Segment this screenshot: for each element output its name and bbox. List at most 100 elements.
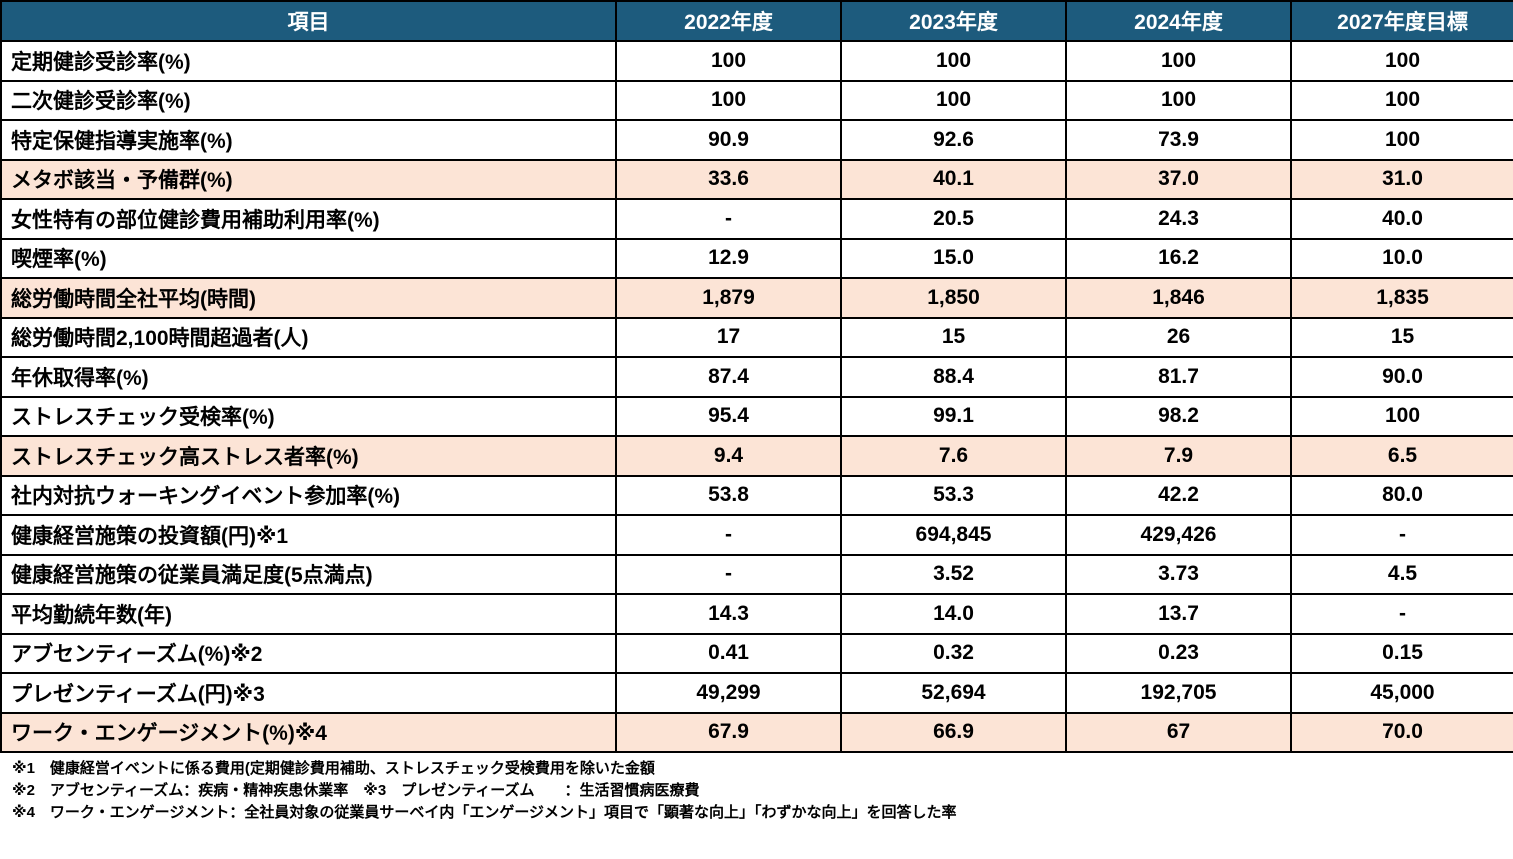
table-row: 健康経営施策の投資額(円)※1-694,845 429,426-: [0, 514, 1513, 556]
value-cell: 24.3: [1065, 198, 1292, 240]
value-cell: 31.0: [1290, 158, 1513, 200]
table-row: 年休取得率(%) 87.4 88.4 81.7 90.0: [0, 356, 1513, 398]
row-label-cell: ストレスチェック受検率(%): [0, 395, 617, 437]
value-cell: 3.52: [840, 553, 1067, 595]
column-header-item: 項目: [0, 0, 617, 42]
footnote-1: ※1 健康経営イベントに係る費用(定期健診費用補助、ストレスチェック受検費用を除…: [12, 760, 655, 777]
footnote-3: ※4 ワーク・エンゲージメント：全社員対象の従業員サーベイ内「エンゲージメント」…: [12, 804, 957, 821]
value-cell: 87.4: [615, 356, 842, 398]
row-label-cell: 定期健診受診率(%): [0, 40, 617, 82]
value-cell: 100: [615, 40, 842, 82]
row-label-cell: アブセンティーズム(%)※2: [0, 632, 617, 674]
table-header: 項目 2022年度 2023年度 2024年度 2027年度目標: [0, 0, 1513, 42]
value-cell: 53.3: [840, 474, 1067, 516]
value-cell: -: [615, 514, 842, 556]
value-cell: 15: [1290, 316, 1513, 358]
value-cell: 20.5: [840, 198, 1067, 240]
value-cell: -: [1290, 514, 1513, 556]
table-row: 平均勤続年数(年) 14.3 14.0 13.7-: [0, 593, 1513, 635]
value-cell: 1,850: [840, 277, 1067, 319]
value-cell: 100: [1290, 119, 1513, 161]
value-cell: 16.2: [1065, 237, 1292, 279]
value-cell: 10.0: [1290, 237, 1513, 279]
row-label-cell: 総労働時間全社平均(時間): [0, 277, 617, 319]
value-cell: 1,879: [615, 277, 842, 319]
table-row: ストレスチェック受検率(%) 95.4 99.1 98.2 100: [0, 395, 1513, 437]
value-cell: 9.4: [615, 435, 842, 477]
column-header-2023: 2023年度: [840, 0, 1067, 42]
value-cell: 88.4: [840, 356, 1067, 398]
row-label-cell: 年休取得率(%): [0, 356, 617, 398]
row-label-cell: 健康経営施策の従業員満足度(5点満点): [0, 553, 617, 595]
row-label-cell: 特定保健指導実施率(%): [0, 119, 617, 161]
column-header-2027-goal: 2027年度目標: [1290, 0, 1513, 42]
table-row: 特定保健指導実施率(%) 90.9 92.6 73.9 100: [0, 119, 1513, 161]
value-cell: 90.0: [1290, 356, 1513, 398]
value-cell: 70.0: [1290, 711, 1513, 753]
row-label-cell: ワーク・エンゲージメント(%)※4: [0, 711, 617, 753]
value-cell: 33.6: [615, 158, 842, 200]
value-cell: 100: [1290, 79, 1513, 121]
table-row: 総労働時間全社平均(時間) 1,879 1,850 1,846 1,835: [0, 277, 1513, 319]
value-cell: -: [1290, 593, 1513, 635]
table-body: 定期健診受診率(%) 100 100 100 100 二次健診受診率(%) 100 100 10…: [0, 40, 1513, 753]
value-cell: 45,000: [1290, 672, 1513, 714]
value-cell: 12.9: [615, 237, 842, 279]
value-cell: 42.2: [1065, 474, 1292, 516]
row-label-cell: 平均勤続年数(年): [0, 593, 617, 635]
row-label-cell: プレゼンティーズム(円)※3: [0, 672, 617, 714]
value-cell: 37.0: [1065, 158, 1292, 200]
value-cell: 1,835: [1290, 277, 1513, 319]
value-cell: 73.9: [1065, 119, 1292, 161]
table-row: ストレスチェック高ストレス者率(%) 9.4 7.6 7.9 6.5: [0, 435, 1513, 477]
table-row: 社内対抗ウォーキングイベント参加率(%) 53.8 53.3 42.2 80.0: [0, 474, 1513, 516]
row-label-cell: 女性特有の部位健診費用補助利用率(%): [0, 198, 617, 240]
footnotes: ※1 健康経営イベントに係る費用(定期健診費用補助、ストレスチェック受検費用を除…: [0, 753, 1513, 824]
value-cell: 100: [840, 79, 1067, 121]
value-cell: 52,694: [840, 672, 1067, 714]
value-cell: 6.5: [1290, 435, 1513, 477]
value-cell: 7.6: [840, 435, 1067, 477]
row-label-cell: 二次健診受診率(%): [0, 79, 617, 121]
row-label-cell: 総労働時間2,100時間超過者(人): [0, 316, 617, 358]
table-row: アブセンティーズム(%)※2 0.41 0.32 0.23 0.15: [0, 632, 1513, 674]
value-cell: 429,426: [1065, 514, 1292, 556]
row-label-cell: 健康経営施策の投資額(円)※1: [0, 514, 617, 556]
value-cell: 15.0: [840, 237, 1067, 279]
table-row: ワーク・エンゲージメント(%)※4 67.9 66.9 67 70.0: [0, 711, 1513, 753]
value-cell: 14.0: [840, 593, 1067, 635]
value-cell: 13.7: [1065, 593, 1292, 635]
value-cell: 100: [1290, 395, 1513, 437]
value-cell: 3.73: [1065, 553, 1292, 595]
value-cell: 100: [1065, 79, 1292, 121]
value-cell: 67: [1065, 711, 1292, 753]
value-cell: 0.15: [1290, 632, 1513, 674]
footnote-2: ※2 アブセンティーズム：疾病・精神疾患休業率 ※3 プレゼンティーズム ：生活…: [12, 782, 700, 799]
value-cell: 1,846: [1065, 277, 1292, 319]
value-cell: 100: [1065, 40, 1292, 82]
table-row: プレゼンティーズム(円)※3 49,299 52,694 192,705 45,000: [0, 672, 1513, 714]
row-label-cell: メタボ該当・予備群(%): [0, 158, 617, 200]
table-row: 二次健診受診率(%) 100 100 100 100: [0, 79, 1513, 121]
value-cell: 40.1: [840, 158, 1067, 200]
value-cell: 0.23: [1065, 632, 1292, 674]
value-cell: -: [615, 553, 842, 595]
value-cell: 99.1: [840, 395, 1067, 437]
value-cell: 100: [615, 79, 842, 121]
table-row: 女性特有の部位健診費用補助利用率(%) -20.5 24.3 40.0: [0, 198, 1513, 240]
column-header-2022: 2022年度: [615, 0, 842, 42]
value-cell: 66.9: [840, 711, 1067, 753]
value-cell: 192,705: [1065, 672, 1292, 714]
value-cell: 90.9: [615, 119, 842, 161]
value-cell: 26: [1065, 316, 1292, 358]
table-row: 総労働時間2,100時間超過者(人) 17 15 26 15: [0, 316, 1513, 358]
value-cell: 49,299: [615, 672, 842, 714]
value-cell: 4.5: [1290, 553, 1513, 595]
value-cell: 67.9: [615, 711, 842, 753]
value-cell: 95.4: [615, 395, 842, 437]
row-label-cell: ストレスチェック高ストレス者率(%): [0, 435, 617, 477]
row-label-cell: 社内対抗ウォーキングイベント参加率(%): [0, 474, 617, 516]
row-label-cell: 喫煙率(%): [0, 237, 617, 279]
value-cell: 15: [840, 316, 1067, 358]
value-cell: 100: [840, 40, 1067, 82]
